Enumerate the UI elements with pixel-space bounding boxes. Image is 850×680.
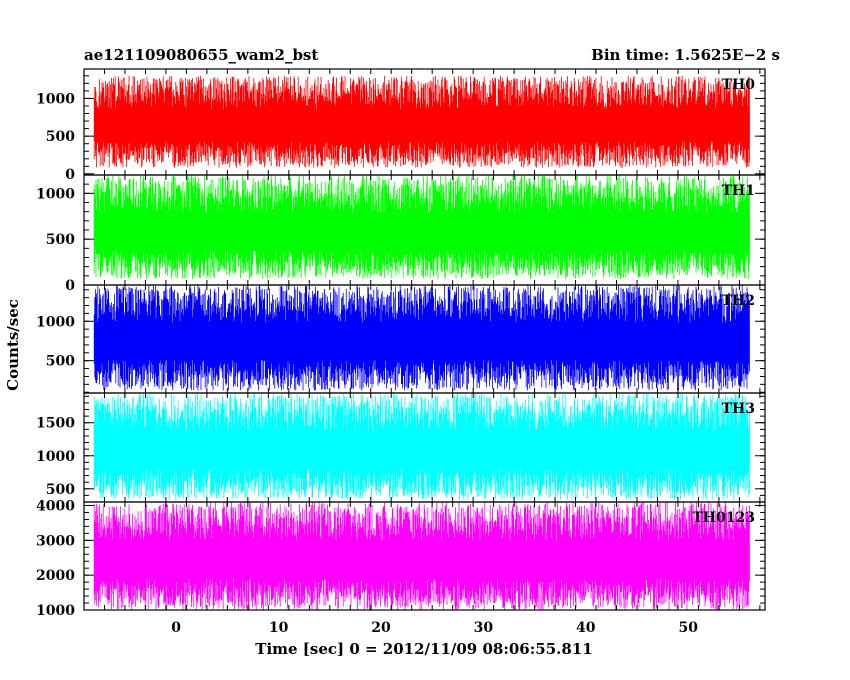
- x-tick-label: 30: [474, 620, 494, 636]
- y-tick-label: 1000: [36, 186, 75, 202]
- y-tick-label: 500: [46, 482, 75, 498]
- figure-title: ae121109080655_wam2_bst: [84, 46, 318, 64]
- y-tick-label: 500: [46, 354, 75, 370]
- x-tick-label: 20: [371, 620, 391, 636]
- x-tick-label: 0: [171, 620, 181, 636]
- panel-label: TH3: [722, 401, 755, 417]
- panel-label: TH2: [722, 293, 755, 309]
- x-tick-label: 50: [678, 620, 698, 636]
- panel-frame: [83, 501, 766, 611]
- series-core-th1: [94, 213, 750, 250]
- x-axis-label: Time [sec] 0 = 2012/11/09 08:06:55.811: [255, 640, 592, 658]
- series-core-th0: [94, 109, 750, 142]
- panel-th1: 0 500 1000 TH1: [36, 174, 766, 294]
- y-axis-label: Counts/sec: [4, 299, 22, 391]
- panel-th0123: 1000 2000 3000 4000 TH0123: [36, 498, 766, 619]
- y-tick-label: 1500: [36, 416, 75, 432]
- series-core-th2: [94, 322, 750, 360]
- x-tick-label: 10: [269, 620, 289, 636]
- panel-th2: 500 1000 TH2: [36, 284, 766, 394]
- y-tick-label: 1000: [36, 314, 75, 330]
- y-tick-label: 2000: [36, 568, 75, 584]
- y-tick-label: 1000: [36, 91, 75, 107]
- y-tick-label: 500: [46, 232, 75, 248]
- panel-label: TH1: [722, 183, 755, 199]
- x-tick-label: 40: [576, 620, 596, 636]
- bin-time-label: Bin time: 1.5625E−2 s: [591, 46, 780, 64]
- y-tick-label: 500: [46, 129, 75, 145]
- y-tick-label: 3000: [36, 533, 75, 549]
- panel-label: TH0123: [692, 510, 755, 526]
- panel-label: TH0: [722, 77, 756, 93]
- series-core-th0123: [94, 540, 750, 579]
- y-tick-label: 0: [65, 167, 75, 183]
- y-tick-label: 4000: [36, 498, 75, 514]
- series-core-th3: [94, 431, 750, 469]
- y-tick-label: 1000: [36, 603, 75, 619]
- panel-th0: 0 500 1000 TH0: [36, 68, 766, 183]
- y-tick-label: 0: [65, 278, 75, 294]
- y-tick-label: 1000: [36, 449, 75, 465]
- panel-th3: 500 1000 1500 TH3: [36, 392, 766, 503]
